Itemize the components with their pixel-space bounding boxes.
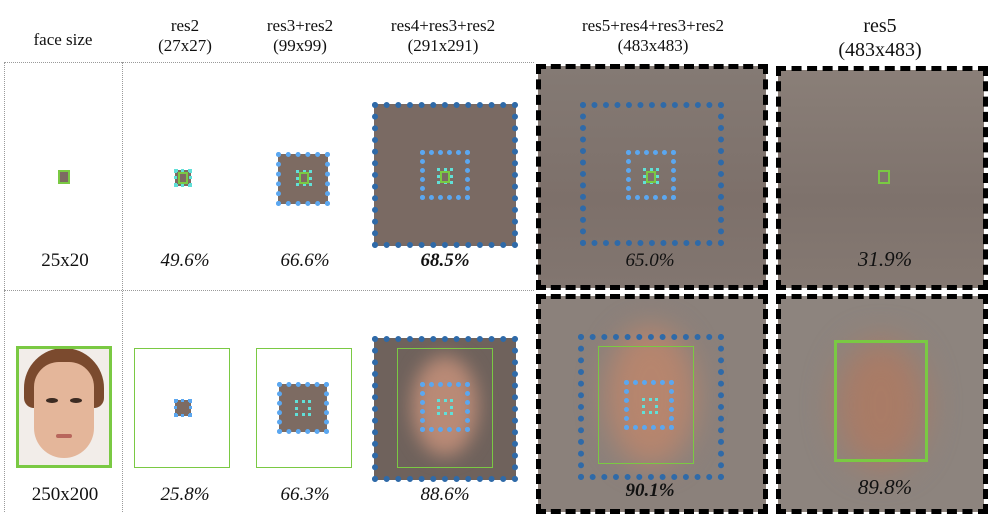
left-eye: [46, 398, 58, 403]
row1-res2-value: 49.6%: [160, 250, 210, 271]
res3-box-light-blue: [276, 152, 330, 206]
header-res5-size: (483x483): [838, 39, 922, 61]
res2-box-cyan: [174, 169, 192, 187]
header-res3-res2-name: res3+res2: [266, 16, 334, 35]
header-res3-res2-size: (99x99): [273, 36, 327, 55]
header-res5: res5 (483x483): [800, 14, 960, 62]
grid-line-left: [4, 62, 5, 512]
row1-res5all-value: 65.0%: [625, 250, 675, 271]
row2-res5-value: 89.8%: [857, 475, 913, 499]
res5-box-green-row1: [878, 170, 890, 184]
res3-receptive-field-row2: [279, 384, 327, 432]
grid-line-middle: [4, 290, 534, 291]
header-res3-res2: res3+res2 (99x99): [245, 16, 355, 56]
res5all-checker-border-row1: [536, 64, 768, 290]
res5-blurred-face: [836, 340, 926, 470]
res5all-box-light-blue-row2: [624, 380, 674, 430]
row2-res3-value: 66.3%: [280, 484, 330, 505]
res5-background-row1: [778, 70, 984, 288]
res4-box-light-blue-row2: [420, 382, 470, 432]
header-res2: res2 (27x27): [140, 16, 230, 56]
res5-checker-border-row2: [776, 294, 988, 514]
header-face-size: face size: [33, 30, 93, 49]
row2-res4-value: 88.6%: [420, 484, 470, 505]
header-res4-name: res4+res3+res2: [390, 16, 496, 35]
grid-line-top: [4, 62, 534, 63]
grid-line-col1: [122, 62, 123, 512]
res3-receptive-field: [278, 154, 328, 204]
face-box-green: [58, 170, 70, 184]
res2-box-green-row2: [134, 348, 230, 468]
row2-res2-value: 25.8%: [160, 484, 210, 505]
header-res4-res3-res2: res4+res3+res2 (291x291): [368, 16, 518, 56]
row1-res5-value: 31.9%: [857, 247, 913, 271]
header-res4-size: (291x291): [407, 36, 479, 55]
face-box-green-row2: [16, 346, 112, 468]
header-res5-all-name: res5+res4+res3+res2: [581, 16, 725, 35]
res4-box-dark-blue-row2: [372, 336, 518, 482]
res5all-box-light-blue-row1: [626, 150, 676, 200]
res5all-box-green-row1: [646, 171, 656, 183]
res5all-box-dark-blue-row1: [580, 102, 724, 246]
row2-face-size: 250x200: [31, 484, 99, 505]
res3-box-green-row2: [256, 348, 352, 468]
res4-receptive-field: [374, 104, 516, 246]
tiny-face-thumb: [60, 172, 68, 182]
res3-box-cyan: [296, 170, 312, 186]
res4-box-cyan-row2: [437, 399, 453, 415]
face-photo: [18, 348, 110, 466]
res5-checker-border-row1: [776, 66, 988, 290]
res5-box-green-row2: [834, 340, 928, 462]
header-res5-res4-res3-res2: res5+res4+res3+res2 (483x483): [548, 16, 758, 56]
right-eye: [70, 398, 82, 403]
res2-box-green: [178, 172, 188, 184]
res5-background-row2: [778, 296, 984, 512]
row1-res4-value: 68.5%: [420, 250, 470, 271]
res2-box-cyan-row2: [174, 399, 192, 417]
row2-res5all-value: 90.1%: [625, 480, 675, 501]
res4-box-light-blue: [420, 150, 470, 200]
header-res5-name: res5: [863, 15, 897, 37]
header-res2-name: res2: [170, 16, 200, 35]
res3-box-green: [299, 172, 309, 184]
header-res2-size: (27x27): [158, 36, 212, 55]
res5all-blurred-face: [606, 326, 696, 466]
res5all-box-green-row2: [598, 346, 694, 464]
face-skin: [34, 362, 94, 458]
mouth: [56, 434, 72, 438]
res3-box-cyan-row2: [295, 400, 311, 416]
res5all-box-dark-blue-row2: [578, 334, 724, 480]
row1-face-size: 25x20: [41, 250, 89, 271]
res5all-box-cyan-row2: [642, 398, 658, 414]
res5all-checker-border-row2: [536, 294, 768, 514]
header-res5-all-size: (483x483): [617, 36, 689, 55]
res2-receptive-field-row2: [175, 400, 191, 416]
res4-box-dark-blue: [372, 102, 518, 248]
res4-box-green: [440, 171, 450, 183]
res4-box-green-row2: [397, 348, 493, 468]
row1-res3-value: 66.6%: [280, 250, 330, 271]
res3-box-light-blue-row2: [277, 382, 329, 434]
